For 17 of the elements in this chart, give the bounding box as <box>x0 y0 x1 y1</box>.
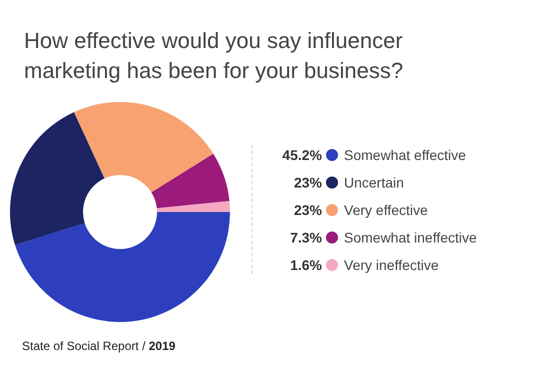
data-label: 45.2% <box>282 147 323 163</box>
donut-slice <box>151 154 230 208</box>
donut-slice <box>15 212 230 322</box>
chart-title: How effective would you say influencer marketing has been for your business? <box>24 28 404 83</box>
data-label: 7.3% <box>290 230 323 246</box>
legend-label: Very effective <box>344 202 428 218</box>
text: State of Social Report / 2019 <box>22 339 176 353</box>
donut-slice <box>10 112 105 245</box>
donut-slice <box>74 102 214 192</box>
legend-label: Very ineffective <box>344 257 439 273</box>
data-label: 1.6% <box>290 257 323 273</box>
legend-label: Somewhat ineffective <box>344 230 478 246</box>
donut-slice <box>156 200 230 212</box>
legend-label: Somewhat effective <box>344 147 466 163</box>
data-label: 23% <box>294 174 323 190</box>
legend-label: Uncertain <box>344 174 404 190</box>
data-label: 23% <box>294 202 323 218</box>
